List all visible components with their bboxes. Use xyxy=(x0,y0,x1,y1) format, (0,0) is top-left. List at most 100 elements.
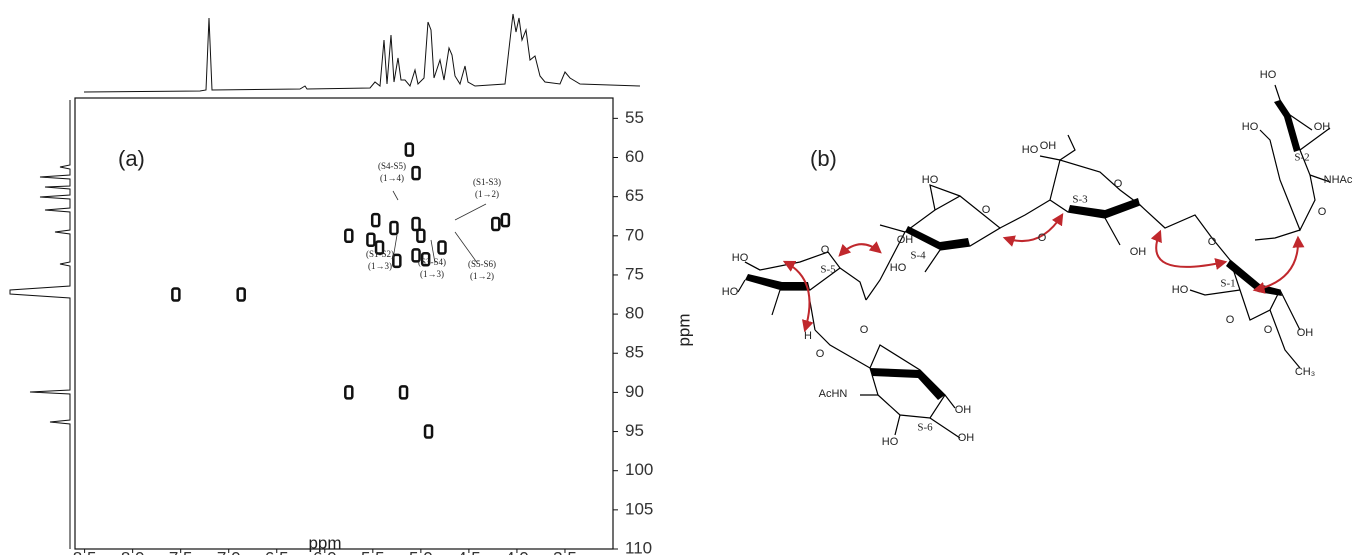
atom-label: O xyxy=(1226,314,1235,326)
x-tick-label: 4.0 xyxy=(505,548,529,555)
ring-label: S-5 xyxy=(820,264,836,276)
y-tick-label: 85 xyxy=(625,343,644,362)
y-tick-label: 80 xyxy=(625,304,644,323)
annotation-label: (S1-S3) xyxy=(473,177,501,187)
atom-label: O xyxy=(1208,236,1217,248)
panel-label: (a) xyxy=(118,146,145,171)
atom-label: HO xyxy=(732,252,749,264)
annotation-leader xyxy=(454,231,479,265)
atom-label: HO xyxy=(890,262,907,274)
annotation-leader xyxy=(454,203,487,221)
cross-peak xyxy=(344,228,354,244)
cross-peak xyxy=(236,287,246,302)
y-axis-label: ppm xyxy=(674,313,693,346)
annotation-linkage: (1→3) xyxy=(368,261,392,271)
cross-peak xyxy=(420,252,431,267)
annotation-label: (S4-S5) xyxy=(378,161,406,171)
atom-label: OH xyxy=(1130,246,1147,258)
annotation-leader xyxy=(392,190,399,201)
cross-peak xyxy=(423,424,434,439)
atom-label: OH xyxy=(958,432,975,444)
atom-label: O xyxy=(1114,178,1123,190)
cross-peak xyxy=(500,212,511,228)
atom-label: OH xyxy=(1314,121,1331,133)
nmr-correlation-arrows xyxy=(782,212,1305,333)
y-tick-label: 100 xyxy=(625,460,653,479)
atom-label: HO xyxy=(1260,69,1277,81)
ring-label: S-6 xyxy=(917,422,933,434)
atom-label: OH xyxy=(955,404,972,416)
atom-label: H xyxy=(804,330,812,342)
y-tick-label: 75 xyxy=(625,264,644,283)
atom-label: O xyxy=(816,348,825,360)
y-tick-label: 90 xyxy=(625,382,644,401)
x-tick-label: 7.0 xyxy=(217,548,241,555)
x-tick-label: 6.5 xyxy=(265,548,289,555)
x-axis-label: ppm xyxy=(308,533,341,552)
x-tick-label: 3.5 xyxy=(553,548,577,555)
annotation-label: (S5-S6) xyxy=(468,259,496,269)
cross-peak xyxy=(411,248,421,263)
atom-label: O xyxy=(860,324,869,336)
y-tick-label: 55 xyxy=(625,108,644,127)
cross-peak xyxy=(370,212,381,228)
atom-label: OH xyxy=(1040,140,1057,152)
cross-peak xyxy=(389,220,399,236)
cross-peak xyxy=(366,232,376,247)
y-tick-label: 70 xyxy=(625,225,644,244)
y-tick-label: 110 xyxy=(625,538,652,555)
y-tick-label: 65 xyxy=(625,186,644,205)
annotation-leader xyxy=(392,234,398,260)
cross-peak xyxy=(374,240,385,255)
annotation-linkage: (1→4) xyxy=(380,173,404,183)
atom-label: O xyxy=(1318,206,1327,218)
plot-area: 8.5 8.0 7.5 7.0 6.5 6.0 5.5 5.0 4.5 4.0 3.5 55 60 65 7… xyxy=(73,108,654,555)
atom-label: OH xyxy=(1297,327,1314,339)
cross-peak xyxy=(416,228,426,244)
x-tick-label: 4.5 xyxy=(457,548,481,555)
cross-peak xyxy=(491,216,501,232)
atom-label: HO xyxy=(882,436,899,448)
annotation-linkage: (1→3) xyxy=(420,269,444,279)
atom-label: OH xyxy=(897,234,914,246)
annotation-linkage: (1→2) xyxy=(475,189,499,199)
cross-peak xyxy=(411,165,421,181)
atom-label: NHAc xyxy=(1324,174,1353,186)
x-tick-label: 7.5 xyxy=(169,548,193,555)
top-projection xyxy=(83,13,641,93)
x-tick-label: 6.0 xyxy=(313,548,337,555)
panel-label: (b) xyxy=(810,146,837,171)
atom-label: O xyxy=(821,244,830,256)
structure-bonds xyxy=(737,84,1331,439)
atom-label: HO xyxy=(922,174,939,186)
atom-label: HO xyxy=(1242,121,1259,133)
y-tick-label: 105 xyxy=(625,499,653,518)
plot-frame xyxy=(74,97,614,550)
atom-label: O xyxy=(982,204,991,216)
ring-label: S-4 xyxy=(910,250,926,262)
cross-peak xyxy=(437,240,447,255)
atom-label: HO xyxy=(1022,144,1039,156)
y-tick-label: 95 xyxy=(625,421,644,440)
annotation-label: (S3-S4) xyxy=(418,257,446,267)
x-tick-label: 8.5 xyxy=(73,548,97,555)
atom-label: HO xyxy=(1172,284,1189,296)
cross-peak xyxy=(411,216,421,232)
cross-peak xyxy=(344,385,354,400)
annotation-linkage: (1→2) xyxy=(470,271,494,281)
left-projection xyxy=(9,100,71,549)
ring-label: S-3 xyxy=(1072,194,1088,206)
cross-peak xyxy=(404,142,415,157)
cross-peak xyxy=(392,253,402,269)
atom-label: CH₃ xyxy=(1295,366,1315,378)
ring-label: S-1 xyxy=(1220,278,1235,290)
x-tick-label: 5.0 xyxy=(409,548,433,555)
x-tick-label: 5.5 xyxy=(361,548,385,555)
cross-peak xyxy=(171,287,181,302)
cross-peak xyxy=(398,385,409,400)
atom-label: O xyxy=(1264,324,1273,336)
atom-label: HO xyxy=(722,286,739,298)
x-tick-label: 8.0 xyxy=(121,548,145,555)
annotation-leader xyxy=(430,239,436,264)
